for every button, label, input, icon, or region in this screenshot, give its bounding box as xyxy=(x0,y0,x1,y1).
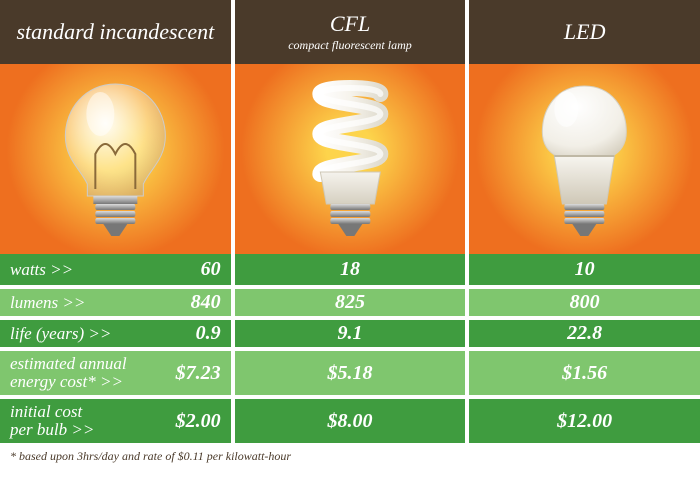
column-header: CFL compact fluorescent lamp xyxy=(235,0,466,64)
column-led: LED xyxy=(465,0,700,443)
incandescent-bulb-icon xyxy=(0,64,231,254)
metric-row: 18 xyxy=(235,254,466,285)
metric-value: 60 xyxy=(201,258,221,281)
infographic: standard incandescent xyxy=(0,0,700,464)
metric-value: $2.00 xyxy=(176,410,221,433)
metric-row: life (years) >> 0.9 xyxy=(0,316,231,347)
metric-row: initial cost per bulb >> $2.00 xyxy=(0,395,231,443)
column-title: standard incandescent xyxy=(16,19,214,45)
metric-row: 10 xyxy=(469,254,700,285)
metric-value: $1.56 xyxy=(562,362,607,385)
bulb-image-cell xyxy=(0,64,231,254)
metric-value: $12.00 xyxy=(557,410,612,433)
column-incandescent: standard incandescent xyxy=(0,0,231,443)
metric-value: 840 xyxy=(191,291,221,314)
bulb-image-cell xyxy=(235,64,466,254)
metric-value: 10 xyxy=(575,258,595,281)
metric-value: 825 xyxy=(335,291,365,314)
metric-value: 22.8 xyxy=(567,322,602,345)
columns: standard incandescent xyxy=(0,0,700,443)
metric-value: 18 xyxy=(340,258,360,281)
metric-row: 22.8 xyxy=(469,316,700,347)
metric-row: estimated annual energy cost* >> $7.23 xyxy=(0,347,231,395)
column-header: LED xyxy=(469,0,700,64)
metric-row: lumens >> 840 xyxy=(0,285,231,316)
led-bulb-icon xyxy=(469,64,700,254)
metric-row: 800 xyxy=(469,285,700,316)
metric-value: $7.23 xyxy=(176,362,221,385)
column-title: CFL xyxy=(330,11,370,37)
metric-row: 825 xyxy=(235,285,466,316)
metric-value: 800 xyxy=(570,291,600,314)
bulb-image-cell xyxy=(469,64,700,254)
metric-label: lumens >> xyxy=(10,294,85,312)
metric-label: estimated annual energy cost* >> xyxy=(10,355,127,391)
metric-row: $5.18 xyxy=(235,347,466,395)
metric-row: $12.00 xyxy=(469,395,700,443)
metric-value: $5.18 xyxy=(328,362,373,385)
metric-row: 9.1 xyxy=(235,316,466,347)
column-subtitle: compact fluorescent lamp xyxy=(288,39,412,52)
column-header: standard incandescent xyxy=(0,0,231,64)
column-title: LED xyxy=(564,19,606,45)
footnote: * based upon 3hrs/day and rate of $0.11 … xyxy=(0,443,700,464)
metric-row: $8.00 xyxy=(235,395,466,443)
metric-rows: 10 800 22.8 $1.56 $12.00 xyxy=(469,254,700,443)
metric-rows: 18 825 9.1 $5.18 $8.00 xyxy=(235,254,466,443)
metric-value: 0.9 xyxy=(196,322,221,345)
cfl-bulb-icon xyxy=(235,64,466,254)
column-cfl: CFL compact fluorescent lamp xyxy=(231,0,466,443)
metric-row: watts >> 60 xyxy=(0,254,231,285)
metric-label: life (years) >> xyxy=(10,325,111,343)
metric-label: initial cost per bulb >> xyxy=(10,403,94,439)
metric-value: $8.00 xyxy=(328,410,373,433)
metric-row: $1.56 xyxy=(469,347,700,395)
metric-value: 9.1 xyxy=(338,322,363,345)
metric-rows: watts >> 60 lumens >> 840 life (years) >… xyxy=(0,254,231,443)
metric-label: watts >> xyxy=(10,261,73,279)
